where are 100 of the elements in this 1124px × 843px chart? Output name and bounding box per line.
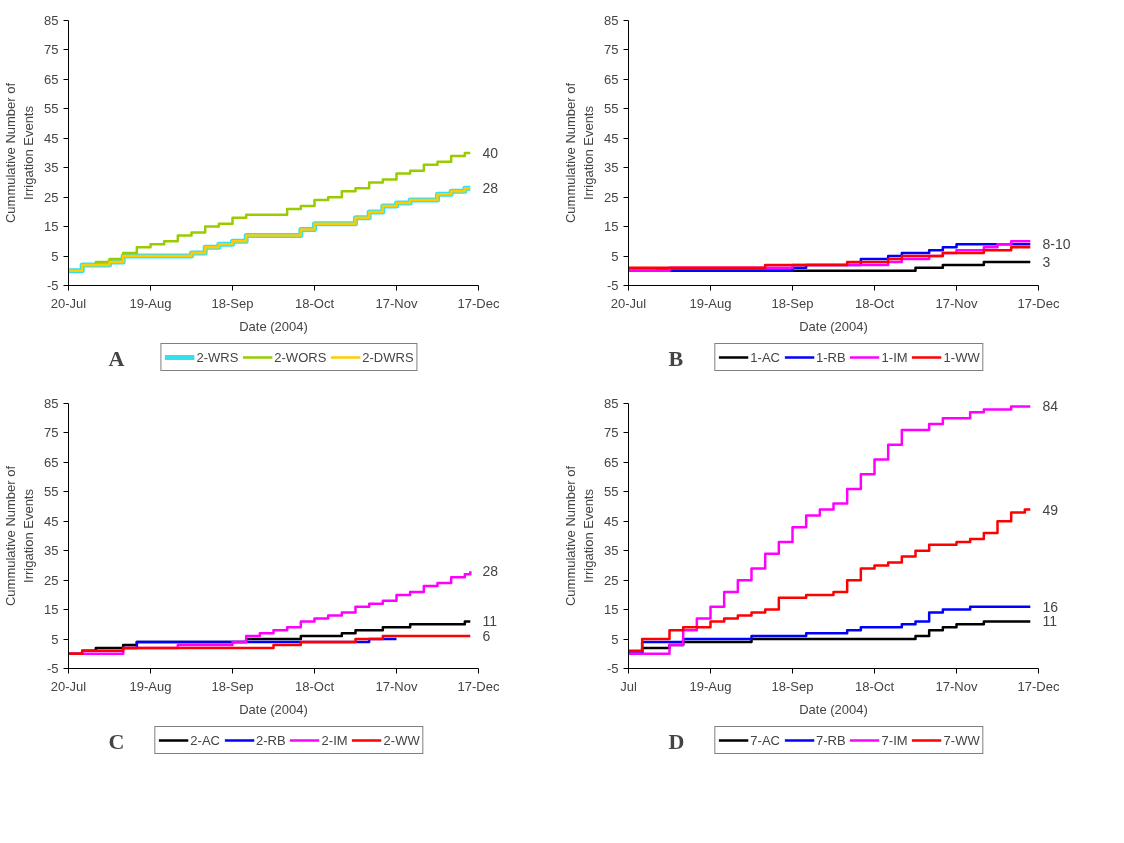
x-axis-title: Date (2004) (799, 318, 868, 334)
legend-label: 1-IM (881, 349, 908, 365)
y-axis-title: Cummulative Number of Irrigation Events (3, 465, 37, 607)
x-tick-label: 17-Dec (1017, 678, 1060, 694)
y-tick-label: 75 (44, 42, 59, 58)
y-tick-label: 35 (44, 543, 59, 559)
y-tick-label: 35 (604, 160, 619, 176)
legend-label: 7-RB (815, 732, 846, 748)
y-tick-label: 45 (44, 130, 59, 146)
x-axis-title: Date (2004) (799, 701, 868, 717)
legend-label: 2-DWRS (362, 349, 414, 365)
y-tick-label: 45 (44, 513, 59, 529)
x-tick-label: 19-Aug (689, 295, 732, 311)
legend-label: 2-IM (321, 732, 348, 748)
x-tick-label: 17-Nov (375, 295, 418, 311)
y-tick-label: 15 (604, 219, 619, 235)
legend-label: 2-RB (255, 732, 286, 748)
y-tick-label: 55 (604, 484, 619, 500)
y-tick-label: 85 (604, 13, 619, 28)
legend-label: 1-RB (815, 349, 846, 365)
y-tick-label: 55 (604, 101, 619, 117)
annotation: 8-10 (1042, 236, 1071, 253)
x-tick-label: 18-Sep (211, 678, 254, 694)
y-tick-label: 85 (44, 396, 59, 411)
y-axis-title: Cummulative Number of Irrigation Events (3, 82, 37, 224)
x-tick-label: 17-Dec (457, 678, 500, 694)
x-tick-label: 18-Sep (771, 295, 814, 311)
y-tick-label: -5 (46, 278, 59, 293)
y-tick-label: 75 (604, 42, 619, 58)
annotation: 3 (1042, 253, 1051, 270)
legend-label: 1-WW (943, 349, 980, 365)
y-tick-label: 65 (44, 454, 59, 470)
y-tick-label: 65 (44, 71, 59, 87)
y-tick-label: 5 (611, 248, 619, 264)
legend-label: 1-AC (750, 349, 780, 365)
x-tick-label: 18-Oct (294, 678, 335, 694)
x-tick-label: 18-Oct (854, 678, 895, 694)
y-tick-label: 35 (604, 543, 619, 559)
x-tick-label: 17-Nov (935, 295, 978, 311)
y-tick-label: 15 (44, 219, 59, 235)
y-axis-title: Cummulative Number of Irrigation Events (563, 465, 597, 607)
annotation: 11 (1042, 613, 1058, 630)
x-tick-label: 18-Sep (211, 295, 254, 311)
x-tick-label: 19-Aug (129, 678, 172, 694)
x-tick-label: 20-Jul (50, 295, 87, 311)
legend-label: 2-WORS (274, 349, 327, 365)
text: A (108, 345, 125, 371)
x-tick-label: 19-Aug (129, 295, 172, 311)
text: C (108, 728, 125, 754)
y-tick-label: 75 (44, 425, 59, 441)
y-tick-label: 55 (44, 101, 59, 117)
x-tick-label: 17-Nov (935, 678, 978, 694)
annotation: 28 (482, 563, 499, 580)
y-tick-label: 65 (604, 454, 619, 470)
x-tick-label: 20-Jul (50, 678, 87, 694)
x-tick-label: 18-Oct (294, 295, 335, 311)
y-tick-label: 35 (44, 160, 59, 176)
text: B (668, 345, 684, 371)
x-tick-label: Jul (620, 678, 637, 694)
annotation: 84 (1042, 398, 1059, 415)
x-tick-label: 17-Nov (375, 678, 418, 694)
x-tick-label: 19-Aug (689, 678, 732, 694)
y-tick-label: 75 (604, 425, 619, 441)
x-axis-title: Date (2004) (239, 318, 308, 334)
y-tick-label: -5 (606, 278, 619, 293)
x-tick-label: 17-Dec (1017, 295, 1060, 311)
y-tick-label: 25 (604, 572, 619, 588)
annotation: 16 (1042, 598, 1059, 615)
annotation: 28 (482, 180, 499, 197)
x-tick-label: 17-Dec (457, 295, 500, 311)
y-tick-label: 25 (44, 189, 59, 205)
y-tick-label: 85 (604, 396, 619, 411)
y-tick-label: 5 (51, 631, 59, 647)
legend-label: 7-AC (750, 732, 780, 748)
y-tick-label: 15 (604, 602, 619, 618)
y-axis-title: Cummulative Number of Irrigation Events (563, 82, 597, 224)
x-axis-title: Date (2004) (239, 701, 308, 717)
y-tick-label: -5 (46, 661, 59, 676)
x-tick-label: 18-Sep (771, 678, 814, 694)
y-tick-label: 25 (604, 189, 619, 205)
y-tick-label: 65 (604, 71, 619, 87)
y-tick-label: 25 (44, 572, 59, 588)
y-tick-label: 5 (51, 248, 59, 264)
legend-label: 7-IM (881, 732, 908, 748)
y-tick-label: 45 (604, 130, 619, 146)
text: D (668, 728, 685, 754)
legend-label: 2-WW (383, 732, 420, 748)
annotation: 11 (482, 613, 498, 630)
legend-label: 7-WW (943, 732, 980, 748)
legend-label: 2-AC (190, 732, 220, 748)
y-tick-label: 55 (44, 484, 59, 500)
y-tick-label: 85 (44, 13, 59, 28)
x-tick-label: 20-Jul (610, 295, 647, 311)
y-tick-label: -5 (606, 661, 619, 676)
y-tick-label: 45 (604, 513, 619, 529)
legend-label: 2-WRS (196, 349, 239, 365)
annotation: 6 (482, 628, 491, 645)
annotation: 40 (482, 145, 499, 161)
y-tick-label: 5 (611, 631, 619, 647)
x-tick-label: 18-Oct (854, 295, 895, 311)
